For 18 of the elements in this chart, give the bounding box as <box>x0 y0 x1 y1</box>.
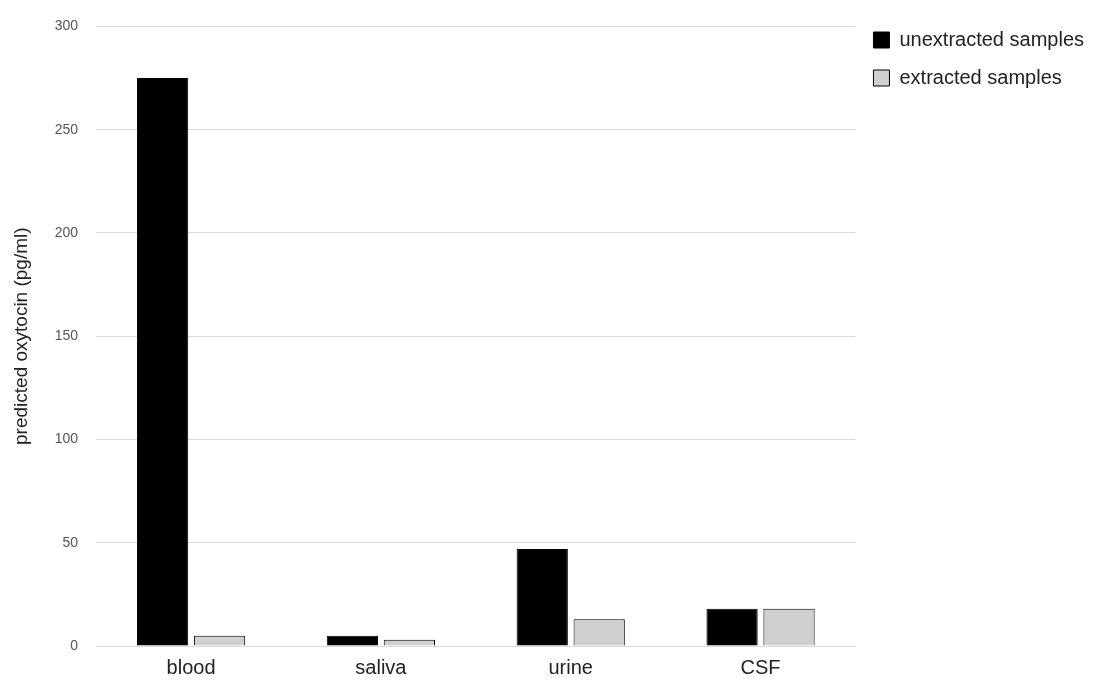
x-tick-label: CSF <box>740 655 781 678</box>
x-tick-label: saliva <box>355 655 408 678</box>
y-tick-label: 300 <box>54 17 79 34</box>
y-axis-title: predicted oxytocin (pg/ml) <box>9 227 31 445</box>
x-tick-label: urine <box>548 655 593 678</box>
bar <box>326 635 379 646</box>
x-tick-label: blood <box>166 655 216 678</box>
y-tick-label: 50 <box>62 533 79 550</box>
y-tick-label: 200 <box>54 223 79 240</box>
bar <box>136 78 189 646</box>
y-tick-label: 100 <box>54 430 79 447</box>
legend-label: extracted samples <box>899 65 1062 88</box>
y-tick-label: 0 <box>70 636 79 653</box>
bar <box>516 548 568 646</box>
y-tick-label: 150 <box>54 327 79 344</box>
y-tick-label: 250 <box>54 120 79 137</box>
legend-label: unextracted samples <box>899 27 1085 50</box>
bar <box>706 608 758 646</box>
